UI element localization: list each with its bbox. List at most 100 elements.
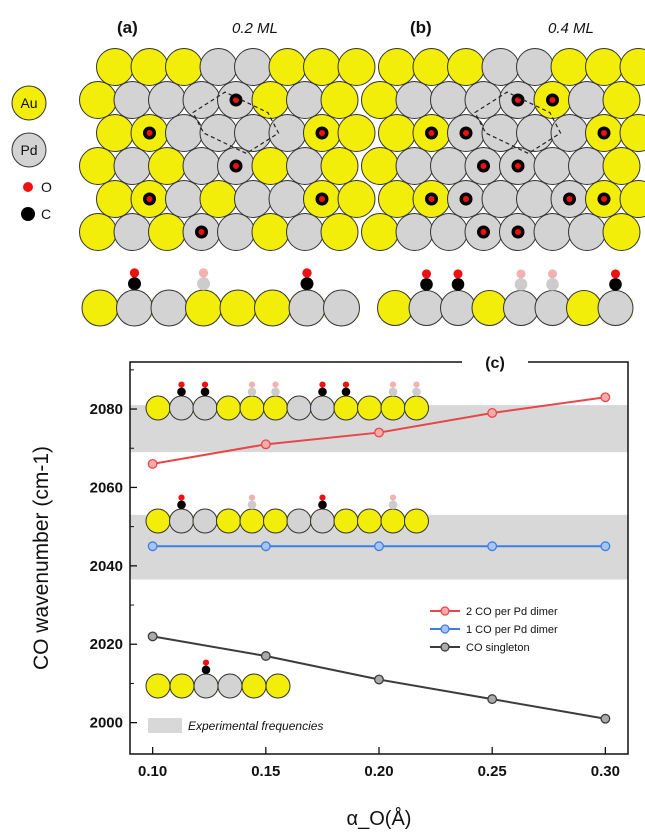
inset-1co-o-atom <box>389 494 397 501</box>
inset-1co-c-atom <box>388 500 398 510</box>
data-point-2co <box>374 427 384 438</box>
lattice-a-unit-cell <box>192 91 280 155</box>
inset-1co-o-atom <box>178 494 185 501</box>
inset-2co-c-atom <box>200 387 210 397</box>
lattice-b-o-atom <box>515 163 521 169</box>
lattice-a-o-atom <box>319 196 325 202</box>
lattice-a-pd-atom <box>199 48 238 86</box>
y-axis-label: CO wavenumber (cm-1) <box>30 446 53 670</box>
lattice-a-au-atom <box>337 48 376 86</box>
inset-2co-o-atom <box>248 381 256 388</box>
x-axis-label: α_O(Å) <box>347 807 412 830</box>
lattice-a-pd-atom <box>234 114 272 152</box>
inset-2co-o-atom <box>319 381 326 388</box>
lattice-b-pd-atom <box>430 213 468 251</box>
lattice-b-pd-atom <box>430 81 468 119</box>
panel-b-label: (b) <box>410 18 432 37</box>
inset-1co-o-atom <box>248 494 256 501</box>
lattice-a-au-atom <box>96 114 134 152</box>
inset-1co-c-atom <box>318 500 327 510</box>
au-legend-label: Au <box>20 95 37 111</box>
lattice-b-pd-atom <box>516 48 554 86</box>
lattice-b-pd-atom <box>395 81 434 119</box>
lattice-a-au-atom <box>96 180 134 218</box>
lattice-b-pd-atom <box>568 147 606 185</box>
sideview-b-au-atom <box>471 290 508 326</box>
data-point-singleton <box>374 674 384 685</box>
lattice-b <box>361 48 645 251</box>
lattice-b-pd-atom <box>481 48 520 86</box>
lattice-a-pd-atom <box>113 213 152 251</box>
lattice-a <box>79 48 376 251</box>
lattice-b-unit-cell <box>474 91 562 155</box>
inset-1co-au-atom <box>357 508 382 534</box>
lattice-a-pd-atom <box>268 180 307 218</box>
inset-2co-au-atom <box>404 395 429 421</box>
sideview-b-c-atom <box>451 278 465 291</box>
lattice-a-au-atom <box>79 147 117 185</box>
data-point-1co <box>260 541 271 552</box>
sideview-b-o-atom <box>610 269 621 279</box>
lattice-a-o-atom <box>146 196 153 202</box>
inset-2co-o-atom <box>389 381 397 388</box>
lattice-b-o-atom <box>601 130 607 136</box>
c-legend-label: C <box>41 206 51 222</box>
o-legend-marker <box>23 182 33 192</box>
inset-1co-au-atom <box>239 508 265 534</box>
data-point-2co <box>600 392 611 403</box>
c-legend-marker <box>21 207 35 221</box>
data-point-singleton <box>487 694 498 705</box>
data-point-singleton <box>260 651 271 661</box>
inset-singleton-au-atom <box>241 673 267 699</box>
x-tick-label: 0.30 <box>591 763 620 780</box>
inset-2co-o-atom <box>413 381 420 388</box>
lattice-a-pd-atom <box>182 81 221 119</box>
inset-singleton-pd-atom <box>217 673 243 699</box>
inset-2co-pd-atom <box>310 395 335 421</box>
lattice-a-au-atom <box>251 81 290 119</box>
lattice-b-o-atom <box>480 229 487 235</box>
lattice-a-pd-atom <box>234 48 272 86</box>
inset-2co-pd-atom <box>169 395 194 421</box>
sideview-a-au-atom <box>254 289 291 327</box>
data-point-1co <box>374 541 384 552</box>
lattice-b-au-atom <box>361 147 399 185</box>
data-point-singleton <box>600 713 611 724</box>
lattice-a-au-atom <box>79 213 117 251</box>
lattice-b-au-atom <box>602 147 641 185</box>
sideview-a-o-atom <box>198 268 209 278</box>
sideview-a-c-atom <box>128 277 141 291</box>
lattice-a-pd-atom <box>286 213 324 251</box>
axis-ticks: 0.10 0.15 0.20 0.25 0.30 2000 2020 2040 2060 2080 <box>90 369 620 780</box>
sideview-b-au-atom <box>377 290 413 326</box>
data-point-2co <box>487 408 498 418</box>
sideview-b-c-atom <box>514 278 528 291</box>
lattice-b-au-atom <box>361 213 399 251</box>
sideview-b-pd-atom <box>408 290 445 326</box>
sideview-b <box>377 269 634 326</box>
inset-2co-au-atom <box>357 395 382 421</box>
data-point-2co <box>260 439 271 450</box>
lattice-a-pd-atom <box>113 147 152 185</box>
inset-2co-pd-atom <box>286 395 312 421</box>
lattice-a-au-atom <box>320 147 359 185</box>
data-point-1co <box>600 541 611 552</box>
lattice-b-au-atom <box>550 48 589 86</box>
lattice-b-o-atom <box>428 130 435 136</box>
lattice-a-pd-atom <box>148 81 186 119</box>
au-legend-marker <box>11 85 47 121</box>
inset-singleton-au-atom <box>169 673 195 699</box>
inset-2co-au-atom <box>145 395 171 421</box>
inset-1co-pd-atom <box>169 508 194 534</box>
lattice-b-au-atom <box>619 48 645 86</box>
lattice-a-pd-atom <box>286 81 324 119</box>
y-tick-label: 2040 <box>90 558 123 575</box>
sideview-b-pd-atom <box>597 290 634 326</box>
lattice-b-pd-atom <box>533 147 572 185</box>
series-lines <box>147 392 611 724</box>
panel-b-coverage: 0.4 ML <box>548 20 594 37</box>
inset-1co-pd-atom <box>286 508 312 534</box>
lattice-b-au-atom <box>619 180 645 218</box>
inset-2co-c-atom <box>271 387 280 397</box>
